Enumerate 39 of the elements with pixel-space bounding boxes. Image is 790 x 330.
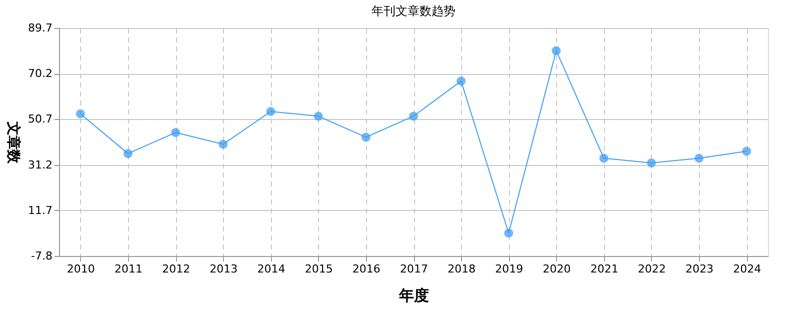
x-tick-label: 2014	[257, 262, 286, 276]
point	[171, 128, 180, 137]
y-tick-label: 31.2	[28, 158, 52, 172]
x-axis-title: 年度	[398, 286, 429, 304]
x-tick-label: 2021	[590, 262, 618, 276]
point	[552, 46, 561, 56]
x-tick-label: 2022	[638, 262, 666, 276]
point	[409, 112, 418, 121]
point	[646, 158, 656, 168]
y-tick-label: 70.2	[28, 67, 52, 80]
y-axis-title: 文章数	[5, 120, 22, 164]
point	[266, 107, 276, 116]
point	[694, 154, 704, 163]
y-tick-label: 50.7	[28, 112, 52, 126]
point	[124, 149, 132, 158]
x-tick-label: 2013	[210, 262, 238, 276]
y-tick-label: -7.8	[31, 250, 52, 262]
x-tick-label: 2017	[400, 262, 428, 276]
x-tick-label: 2018	[448, 262, 476, 276]
point	[742, 146, 752, 156]
point	[218, 140, 228, 149]
point	[599, 154, 608, 163]
point	[361, 132, 370, 142]
x-tick-label: 2011	[114, 262, 142, 276]
point	[456, 76, 466, 86]
x-tick-label: 2024	[733, 262, 762, 276]
point	[504, 228, 514, 238]
y-tick-label: 11.7	[28, 204, 52, 217]
point	[76, 109, 85, 118]
x-tick-label: 2012	[162, 262, 190, 276]
y-tick-label: 89.7	[28, 22, 52, 34]
x-tick-label: 2010	[66, 262, 95, 276]
point	[314, 112, 323, 121]
chart-title: 年刊文章数趋势	[372, 4, 456, 18]
x-tick-label: 2019	[495, 262, 524, 276]
x-tick-label: 2016	[352, 262, 380, 276]
x-tick-label: 2020	[542, 262, 571, 276]
x-tick-label: 2015	[304, 262, 333, 276]
x-tick-label: 2023	[686, 262, 714, 276]
